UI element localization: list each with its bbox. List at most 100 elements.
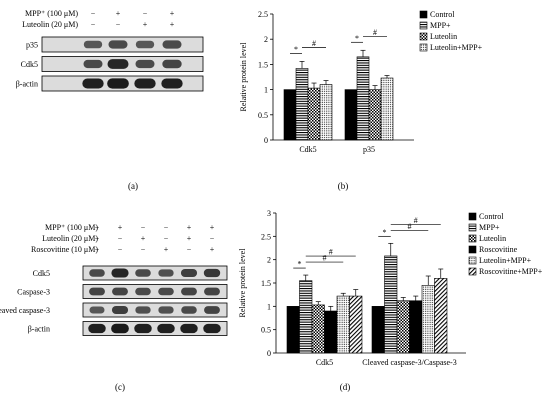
treatment-sign: +: [210, 245, 215, 254]
treatment-sign: +: [164, 245, 169, 254]
significance-mark: *: [383, 228, 387, 237]
treatment-label: Luteolin (20 μM): [22, 20, 78, 29]
blot-band: [157, 323, 175, 334]
blot-row-label: Cdk5: [33, 269, 50, 278]
legend-label: Luteolin+MPP+: [479, 256, 532, 265]
bar: [319, 84, 333, 141]
significance-mark: *: [355, 34, 359, 43]
treatment-sign: +: [141, 234, 146, 243]
treatment-sign: +: [210, 223, 215, 232]
treatment-sign: −: [95, 245, 100, 254]
y-tick-label: 0: [267, 349, 271, 358]
blot-band: [203, 323, 221, 334]
blot-band: [83, 59, 103, 69]
treatment-sign: +: [170, 9, 175, 18]
legend-swatch: [468, 234, 477, 243]
y-tick-label: 1: [267, 302, 271, 311]
bar: [371, 306, 385, 354]
blot-band: [112, 287, 128, 296]
blot-band: [111, 268, 129, 278]
blot-band: [111, 323, 129, 334]
bar: [344, 89, 358, 141]
treatment-label: MPP⁺ (100 μM): [45, 223, 98, 232]
blot-band: [111, 305, 129, 315]
y-tick-label: 0.5: [258, 111, 268, 120]
bar: [349, 295, 363, 354]
blot-row-label: β-actin: [16, 80, 38, 89]
treatment-sign: −: [91, 9, 96, 18]
significance-mark: #: [414, 216, 418, 225]
legend-swatch: [468, 212, 477, 221]
blot-band: [83, 40, 103, 49]
bar: [299, 280, 313, 354]
treatment-sign: −: [95, 223, 100, 232]
blot-band: [135, 59, 155, 69]
blot-band: [204, 287, 220, 296]
treatment-label: Luteolin (20 μM): [42, 234, 98, 243]
legend-swatch: [419, 43, 428, 52]
legend-label: MPP+: [479, 223, 500, 232]
significance-mark: #: [408, 222, 412, 231]
bar: [434, 278, 448, 354]
y-tick-label: 2: [267, 256, 271, 265]
significance-mark: #: [329, 248, 333, 257]
bar-chart-b: 0 0.5 1 1.5 2 2.5 Relative protein level Cdk5 p3…: [239, 10, 483, 191]
blot-band: [158, 306, 174, 314]
blot-band: [135, 40, 155, 49]
legend-label: Roscovitine+MPP+: [479, 267, 543, 276]
blot-band: [181, 306, 197, 314]
blot-band: [162, 59, 182, 69]
treatment-sign: −: [164, 234, 169, 243]
bar: [368, 89, 382, 141]
treatment-sign: +: [187, 234, 192, 243]
bar: [295, 68, 309, 141]
blot-band: [108, 40, 128, 49]
legend-label: Control: [479, 212, 504, 221]
treatment-label: MPP⁺ (100 μM): [25, 9, 78, 18]
treatment-sign: −: [164, 223, 169, 232]
treatment-sign: −: [187, 245, 192, 254]
significance-mark: *: [298, 260, 302, 269]
y-tick-label: 0.5: [261, 326, 271, 335]
treatment-sign: +: [143, 20, 148, 29]
significance-mark: #: [373, 28, 377, 37]
legend-label: Luteolin: [430, 32, 457, 41]
legend-swatch: [468, 223, 477, 232]
significance-mark: #: [312, 39, 316, 48]
blot-band: [158, 269, 174, 277]
legend-label: Roscovitine: [479, 245, 518, 254]
bar: [336, 295, 350, 354]
bar: [380, 77, 394, 141]
bar: [286, 306, 300, 354]
legend-swatch: [419, 21, 428, 30]
y-axis-label: Relative protein level: [239, 42, 248, 112]
blot-band: [89, 269, 105, 277]
legend-swatch: [419, 10, 428, 19]
legend-label: Luteolin: [479, 234, 506, 243]
panel-label: (d): [340, 382, 351, 392]
blot-band: [158, 287, 174, 296]
y-tick-label: 0: [264, 136, 268, 145]
category-label: Cleaved caspase-3/Caspase-3: [362, 358, 456, 367]
treatment-sign: −: [210, 234, 215, 243]
category-label: Cdk5: [299, 145, 316, 154]
y-tick-label: 2.5: [258, 10, 268, 19]
treatment-sign: −: [95, 234, 100, 243]
blot-row-label: Caspase-3: [17, 288, 50, 297]
y-axis-label: Relative protein level: [238, 248, 247, 318]
western-blot-c: MPP⁺ (100 μM)− + − − + +Luteolin (20 μM)− − + − +…: [0, 223, 228, 392]
treatment-sign: −: [118, 245, 123, 254]
blot-band: [88, 323, 106, 334]
legend-swatch: [468, 267, 477, 276]
blot-row-label: Cdk5: [21, 60, 38, 69]
panel-label: (a): [128, 181, 138, 191]
y-tick-label: 3: [267, 209, 271, 218]
blot-band: [180, 323, 198, 334]
blot-band: [82, 78, 104, 89]
treatment-sign: +: [187, 223, 192, 232]
legend-label: Luteolin+MPP+: [430, 43, 483, 52]
treatment-sign: +: [116, 9, 121, 18]
blot-band: [203, 268, 221, 278]
treatment-sign: −: [143, 9, 148, 18]
